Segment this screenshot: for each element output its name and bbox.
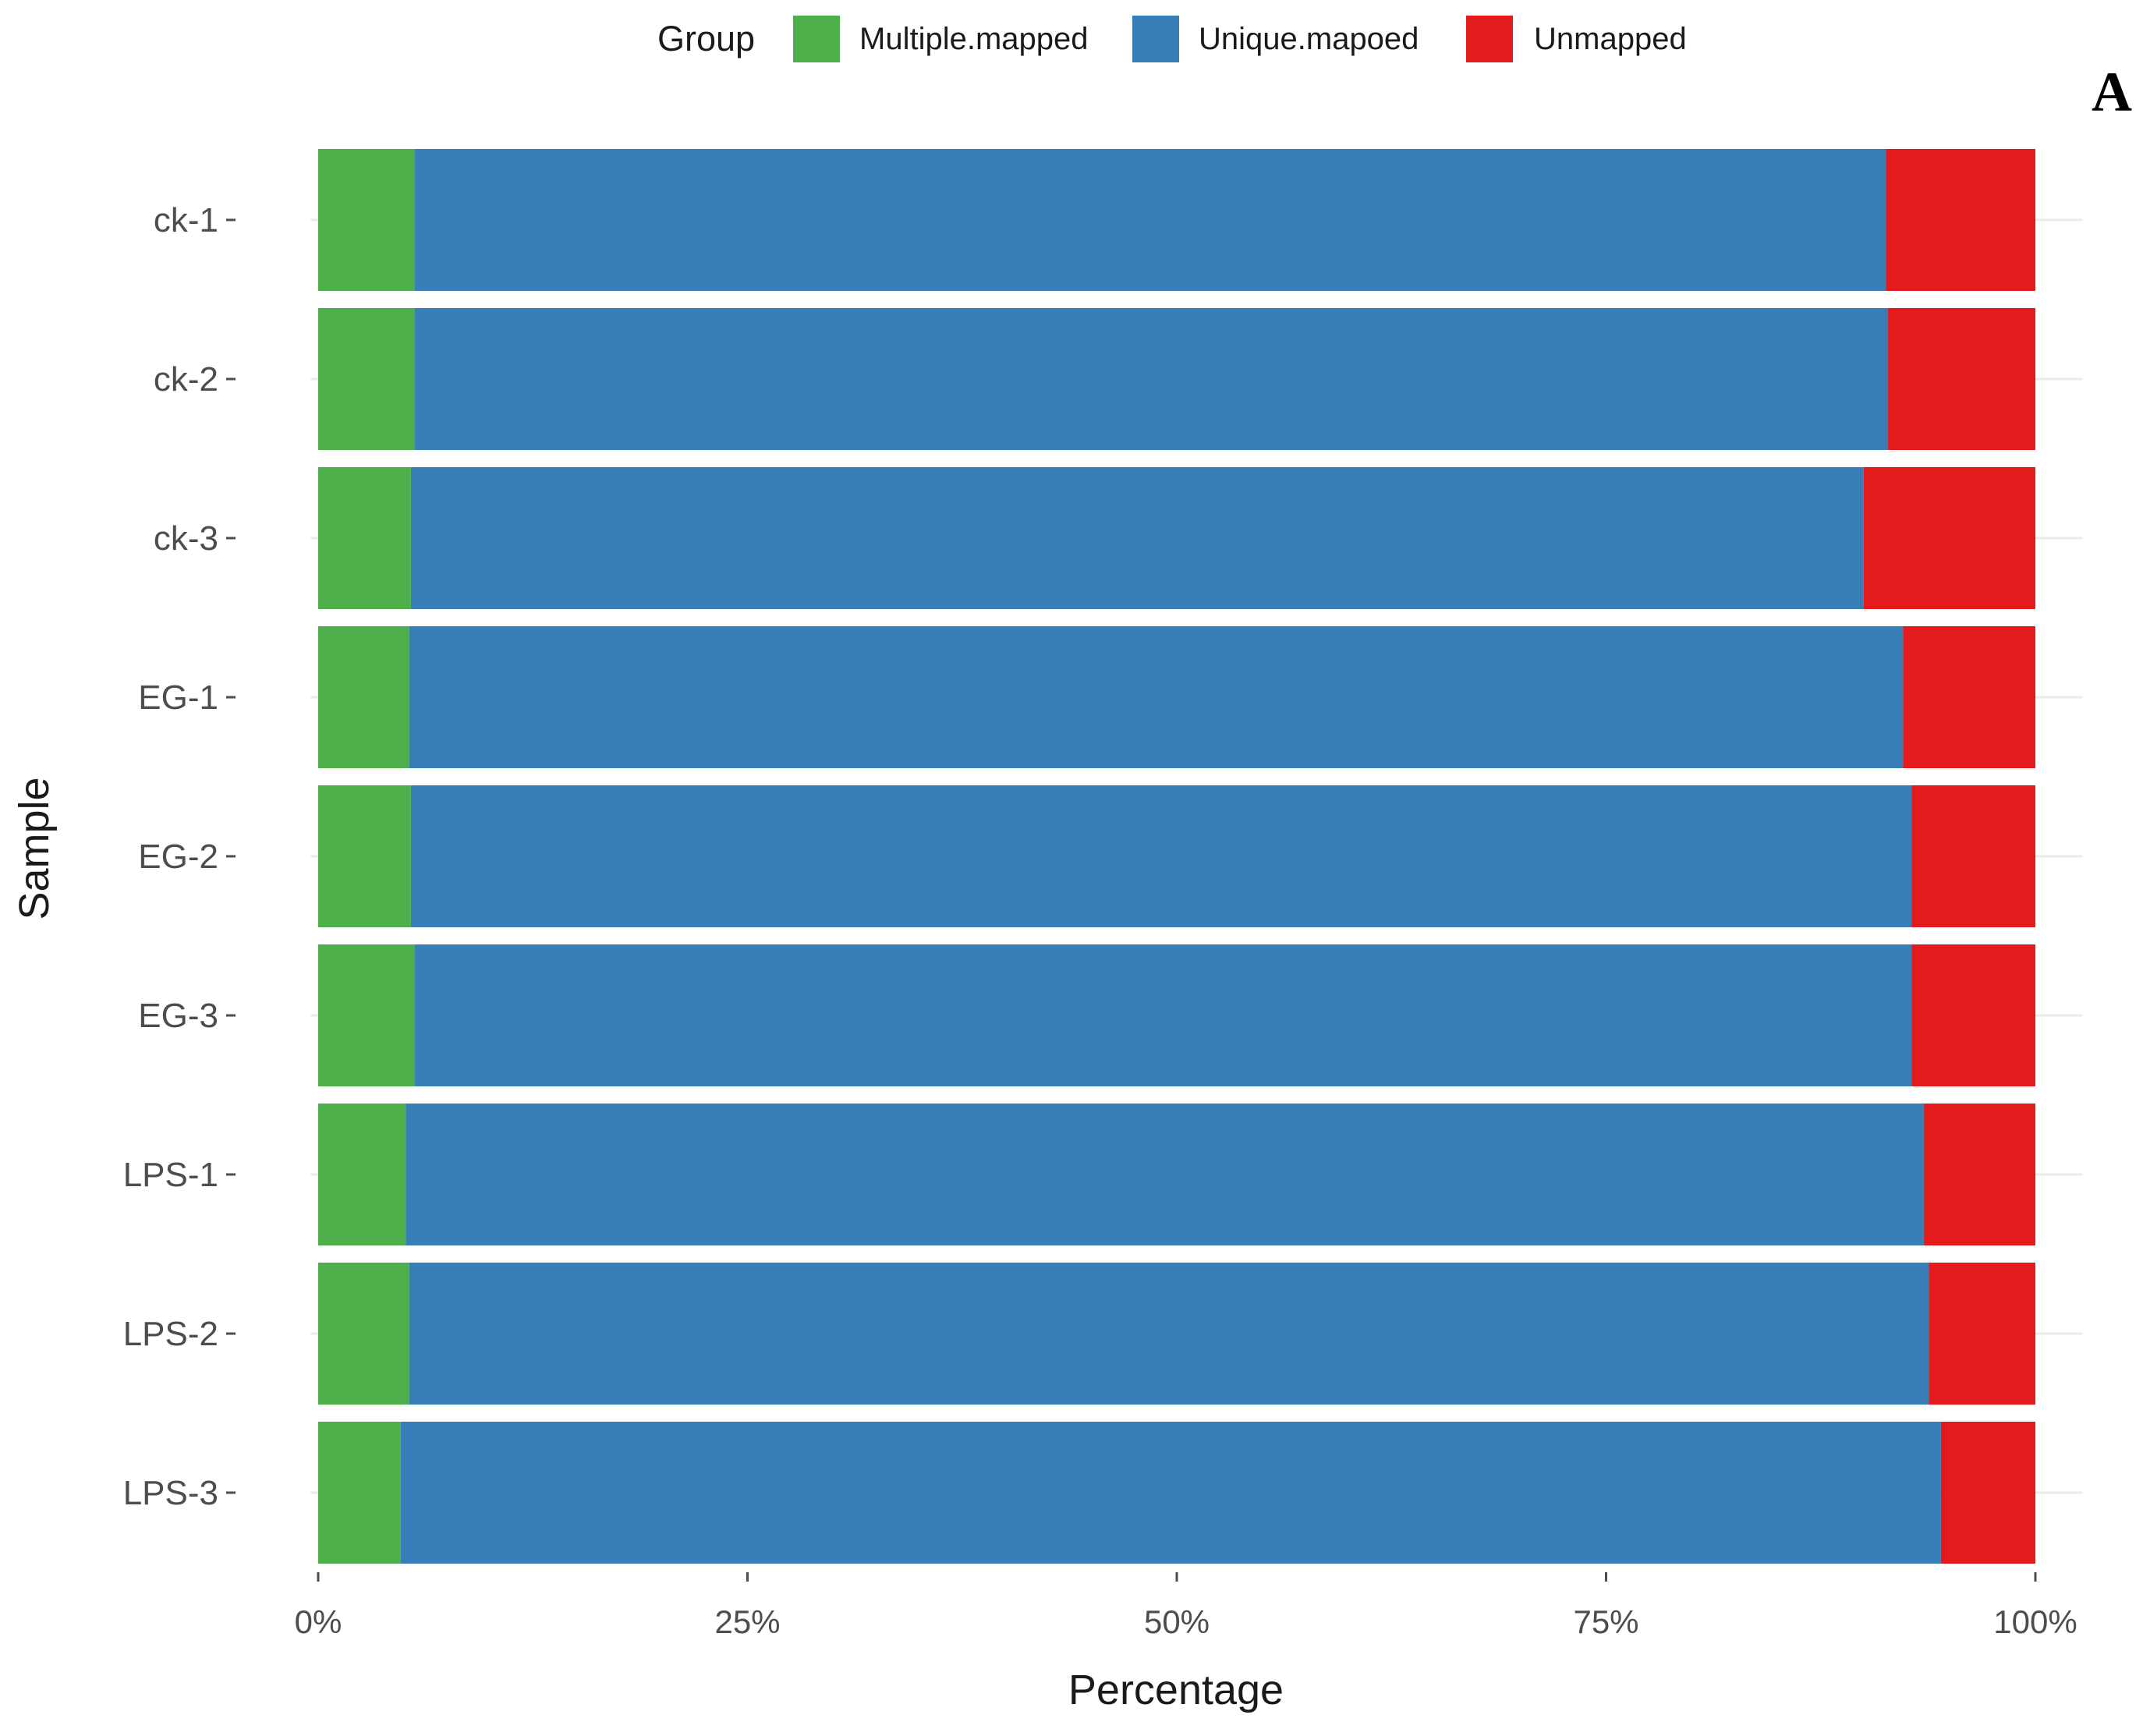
bar-ck-2-Unmapped [1887,308,2035,450]
x-axis-title: Percentage [1068,1667,1284,1713]
legend-key-Multiple.mapped [793,16,840,62]
bar-ck-2-Unique.mapoed [414,308,1888,450]
bar-EG-2-Unmapped [1911,785,2035,927]
x-tick-label-25: 25% [714,1603,780,1640]
bars-layer [318,149,2035,1564]
bar-LPS-2-Unmapped [1929,1263,2035,1405]
y-tick-label-LPS-2: LPS-2 [123,1315,218,1353]
bar-ck-1-Unmapped [1886,149,2035,291]
bar-EG-1-Multiple.mapped [318,626,409,768]
x-tick-label-0: 0% [295,1603,342,1640]
bar-LPS-1-Unmapped [1923,1104,2035,1245]
legend-label-Multiple.mapped: Multiple.mapped [859,22,1089,56]
bar-EG-1-Unique.mapoed [409,626,1904,768]
y-tick-label-ck-3: ck-3 [154,519,218,558]
y-axis: ck-1 ck-2 ck-3 EG-1 EG-2 EG-3 LPS-1 LPS-2 LPS-3 [123,201,236,1512]
bar-ck-3-Multiple.mapped [318,467,411,609]
bar-EG-3-Unique.mapoed [414,944,1912,1086]
y-tick-label-LPS-1: LPS-1 [123,1156,218,1194]
bar-LPS-2-Multiple.mapped [318,1263,409,1405]
legend-key-Unmapped [1466,16,1513,62]
bar-EG-2-Unique.mapoed [410,785,1912,927]
y-tick-label-EG-3: EG-3 [138,997,218,1035]
panel-label: A [2092,61,2132,123]
legend-title: Group [657,19,755,58]
bar-ck-2-Multiple.mapped [318,308,415,450]
bar-LPS-3-Unmapped [1940,1422,2035,1564]
x-tick-label-50: 50% [1144,1603,1210,1640]
bar-LPS-2-Unique.mapoed [409,1263,1929,1405]
bar-ck-3-Unmapped [1863,467,2035,609]
legend-label-Unmapped: Unmapped [1534,22,1687,56]
x-tick-label-100: 100% [1993,1603,2077,1640]
bar-EG-1-Unmapped [1903,626,2035,768]
legend: Group Multiple.mapped Unique.mapoed Unmappe… [657,16,1687,62]
legend-label-Unique.mapoed: Unique.mapoed [1199,22,1419,56]
y-tick-label-EG-2: EG-2 [138,838,218,876]
legend-key-Unique.mapoed [1132,16,1179,62]
bar-EG-3-Multiple.mapped [318,944,415,1086]
bar-LPS-1-Unique.mapoed [406,1104,1924,1245]
bar-EG-2-Multiple.mapped [318,785,411,927]
y-tick-label-EG-1: EG-1 [138,678,218,717]
y-axis-title: Sample [11,777,58,919]
bar-EG-3-Unmapped [1911,944,2035,1086]
y-tick-label-ck-1: ck-1 [154,201,218,239]
x-tick-label-75: 75% [1573,1603,1638,1640]
bar-ck-1-Multiple.mapped [318,149,415,291]
y-tick-label-ck-2: ck-2 [154,360,218,399]
y-tick-label-LPS-3: LPS-3 [123,1474,218,1512]
bar-ck-3-Unique.mapoed [410,467,1864,609]
bar-LPS-3-Unique.mapoed [400,1422,1941,1564]
bar-ck-1-Unique.mapoed [414,149,1886,291]
bar-LPS-3-Multiple.mapped [318,1422,401,1564]
bar-LPS-1-Multiple.mapped [318,1104,406,1245]
x-axis: 0% 25% 50% 75% 100% [295,1572,2077,1640]
